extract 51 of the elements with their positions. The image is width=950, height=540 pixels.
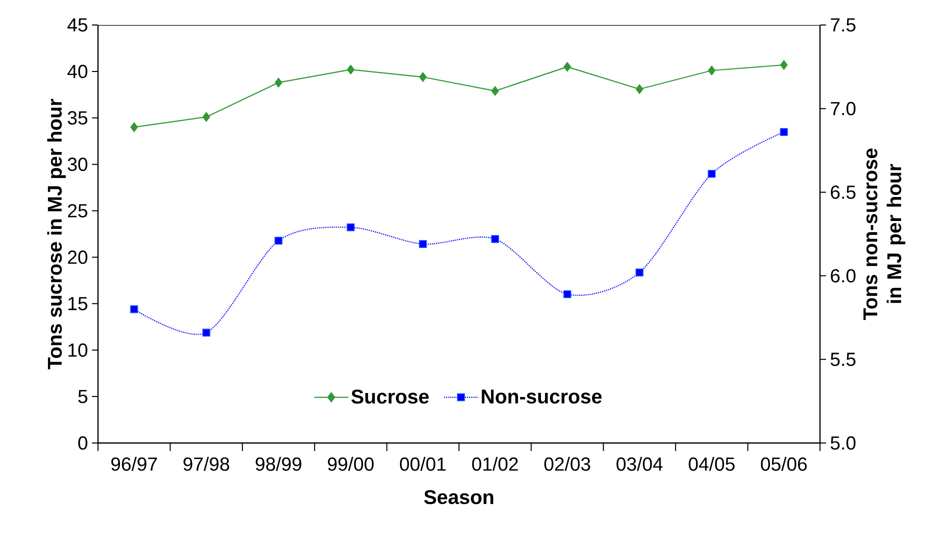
y2-tick-label: 6.0 bbox=[830, 269, 856, 282]
y-axis-title: Tons sucrose in MJ per hour bbox=[47, 98, 66, 370]
point bbox=[564, 62, 572, 72]
y-tick-label: 35 bbox=[68, 111, 88, 125]
x-tick-label: 99/00 bbox=[328, 456, 374, 471]
point bbox=[346, 223, 355, 232]
x-tick-label: 98/99 bbox=[256, 456, 302, 471]
legend-label: Non-sucrose bbox=[482, 390, 602, 404]
point bbox=[274, 236, 282, 245]
x-tick-label: 05/06 bbox=[760, 456, 807, 471]
point bbox=[202, 328, 210, 337]
y-tick-label: 0 bbox=[78, 436, 88, 450]
y2-tick-label: 5.5 bbox=[830, 352, 856, 366]
x-tick-label: 02/03 bbox=[544, 456, 590, 471]
point bbox=[780, 128, 788, 136]
point bbox=[563, 290, 572, 298]
y2-tick-label: 7.5 bbox=[830, 18, 856, 32]
y-tick-label: 40 bbox=[67, 64, 88, 78]
y-tick-label: 30 bbox=[68, 158, 88, 172]
x-tick-label: 04/05 bbox=[688, 456, 735, 471]
y2-axis-title: Tons non-sucrose in MJ per hour bbox=[863, 148, 906, 320]
point bbox=[418, 240, 427, 248]
x-tick-label: 01/02 bbox=[472, 456, 518, 471]
point bbox=[636, 84, 644, 94]
y-tick-label: 25 bbox=[68, 204, 88, 218]
point bbox=[346, 64, 354, 74]
point bbox=[202, 112, 210, 122]
y-tick-label: 5 bbox=[78, 390, 88, 404]
y-tick-label: 45 bbox=[67, 18, 88, 32]
y-tick-label: 15 bbox=[68, 297, 88, 310]
x-tick-label: 03/04 bbox=[616, 456, 663, 471]
point bbox=[708, 170, 716, 178]
y2-tick-label: 6.5 bbox=[830, 185, 856, 199]
point bbox=[419, 72, 427, 82]
point bbox=[130, 122, 138, 132]
x-tick-label: 96/97 bbox=[111, 456, 157, 471]
point bbox=[274, 78, 282, 88]
y-tick-label: 20 bbox=[68, 250, 88, 264]
point bbox=[130, 305, 138, 314]
y-tick-label: 10 bbox=[68, 343, 88, 357]
legend-label: Sucrose bbox=[351, 390, 429, 404]
point bbox=[636, 268, 644, 276]
x-tick-label: 97/98 bbox=[184, 456, 230, 471]
point bbox=[491, 235, 500, 243]
x-tick-label: 00/01 bbox=[400, 456, 446, 471]
y2-tick-label: 7.0 bbox=[830, 102, 856, 116]
y2-tick-label: 5.0 bbox=[830, 436, 856, 450]
point bbox=[780, 60, 788, 70]
point bbox=[708, 66, 716, 76]
x-axis-title: Season bbox=[424, 490, 494, 504]
point bbox=[491, 86, 499, 96]
